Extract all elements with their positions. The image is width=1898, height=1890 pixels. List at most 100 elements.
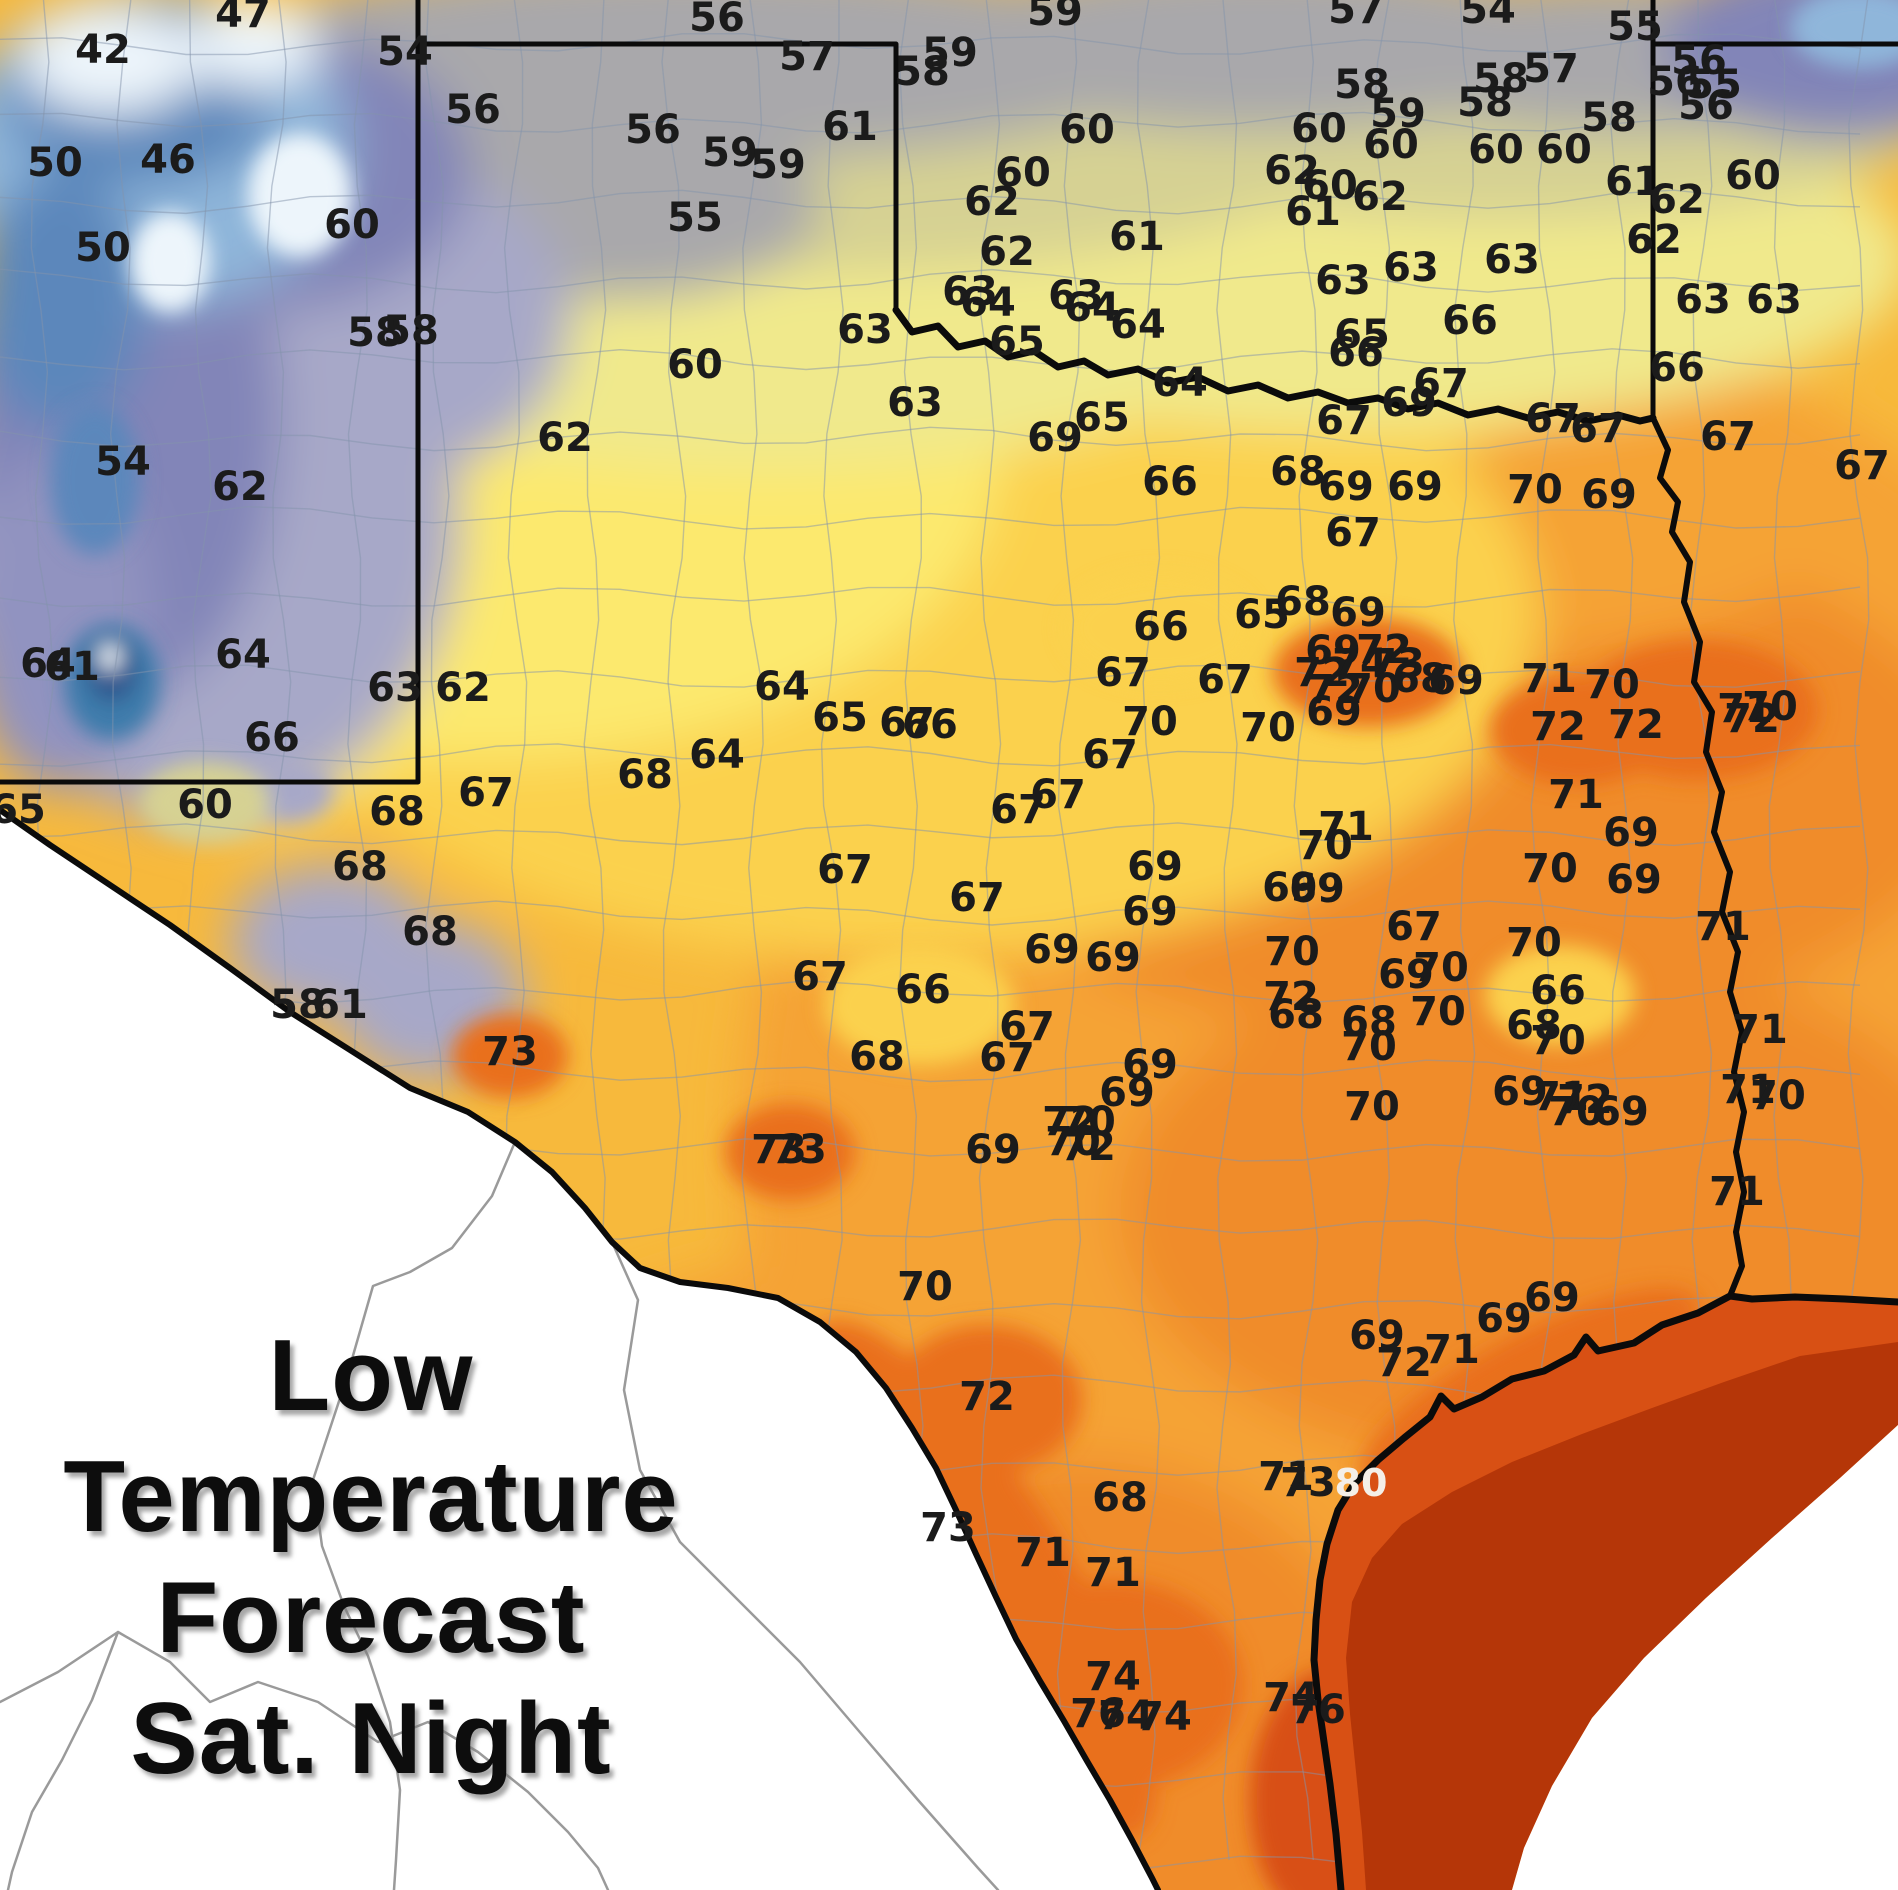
temp-label: 58 [1581, 95, 1637, 141]
temp-label: 69 [1387, 464, 1443, 510]
temp-label: 50 [75, 225, 131, 271]
temp-label: 56 [1647, 59, 1703, 105]
temp-label: 70 [1344, 1084, 1400, 1130]
temp-label: 65 [1234, 592, 1290, 638]
gulf-offshore-white [1512, 1425, 1898, 1890]
temp-label: 62 [1649, 177, 1705, 223]
temp-label: 47 [215, 0, 271, 37]
temp-label: 68 [1341, 999, 1397, 1045]
temp-label: 69 [965, 1127, 1021, 1173]
temp-label: 66 [244, 715, 300, 761]
temp-label: 67 [979, 1035, 1035, 1081]
temp-label: 62 [1264, 148, 1320, 194]
temp-label: 62 [979, 229, 1035, 275]
temp-label: 69 [1099, 1070, 1155, 1116]
temp-label: 69 [1289, 866, 1345, 912]
temp-label: 71 [1732, 1007, 1788, 1053]
temp-label: 71 [1548, 772, 1604, 818]
temp-label: 70 [1413, 945, 1469, 991]
temp-label: 60 [995, 150, 1051, 196]
mexico-state-line [6, 1630, 120, 1890]
temp-label: 67 [1386, 904, 1442, 950]
temp-label: 69 [1122, 889, 1178, 935]
temp-label: 68 [1275, 579, 1331, 625]
temp-label: 72 [1608, 702, 1664, 748]
temp-label: 73 [751, 1127, 807, 1173]
temp-label: 71 [1318, 804, 1374, 850]
temp-label: 55 [1686, 62, 1742, 108]
temp-label: 71 [1521, 656, 1577, 702]
temp-label: 58 [1334, 62, 1390, 108]
temp-label: 63 [1675, 277, 1731, 323]
temp-label: 70 [1410, 989, 1466, 1035]
temp-label: 67 [1316, 398, 1372, 444]
temp-label: 68 [1092, 1475, 1148, 1521]
temp-label: 62 [212, 464, 268, 510]
temp-label: 67 [1525, 396, 1581, 442]
temp-label: 72 [1356, 627, 1412, 673]
temp-label: 62 [435, 665, 491, 711]
temp-label: 70 [1742, 684, 1798, 730]
temp-label: 70 [1045, 1119, 1101, 1165]
temp-label: 72 [1307, 667, 1363, 713]
temp-label: 65 [0, 787, 46, 833]
temp-label: 57 [1523, 46, 1579, 92]
temp-label: 70 [1530, 1018, 1586, 1064]
temp-label: 64 [1152, 360, 1208, 406]
temp-label: 70 [1240, 705, 1296, 751]
temp-label: 61 [1109, 214, 1165, 260]
temp-label: 68 [617, 752, 673, 798]
temp-label: 66 [902, 702, 958, 748]
temp-label: 59 [750, 142, 806, 188]
temp-label: 70 [1522, 846, 1578, 892]
temp-label: 67 [1834, 443, 1890, 489]
temp-label: 71 [1695, 904, 1751, 950]
gulf-dark-band [1346, 1342, 1898, 1890]
temp-label: 63 [1315, 258, 1371, 304]
temp-label: 70 [1297, 823, 1353, 869]
red-river-border [892, 306, 1657, 425]
temp-label: 69 [1378, 952, 1434, 998]
temp-label: 73 [482, 1029, 538, 1075]
temp-label: 71 [1533, 1074, 1589, 1120]
temp-label: 62 [1626, 217, 1682, 263]
temp-label: 70 [1548, 1089, 1604, 1135]
temp-label: 69 [1127, 844, 1183, 890]
temp-label: 56 [625, 107, 681, 153]
temp-label: 60 [1468, 127, 1524, 173]
temp-label: 59 [1027, 0, 1083, 35]
gulf-water [1314, 1296, 1898, 1890]
temp-label: 72 [1294, 650, 1350, 696]
temp-label: 63 [837, 307, 893, 353]
temp-label: 65 [1334, 312, 1390, 358]
rio-grande-border [0, 807, 1161, 1890]
temp-label: 66 [1142, 459, 1198, 505]
temp-label: 70 [1584, 662, 1640, 708]
temp-label: 63 [1746, 277, 1802, 323]
temp-label: 67 [879, 700, 935, 746]
temp-label: 64 [754, 664, 810, 710]
temp-label: 68 [369, 789, 425, 835]
temp-label: 67 [1030, 772, 1086, 818]
temp-label: 67 [1700, 414, 1756, 460]
temp-label: 69 [1262, 865, 1318, 911]
temp-label: 60 [324, 202, 380, 248]
temp-label: 67 [1095, 650, 1151, 696]
temp-label: 69 [1492, 1069, 1548, 1115]
temp-label: 69 [1330, 590, 1386, 636]
temp-label: 60 [1363, 122, 1419, 168]
temp-label: 69 [1428, 658, 1484, 704]
temp-label: 58 [347, 310, 403, 356]
temp-label: 63 [1484, 237, 1540, 283]
temp-label: 70 [1122, 699, 1178, 745]
temp-label: 67 [458, 770, 514, 816]
temp-label: 63 [1048, 273, 1104, 319]
temp-label: 68 [402, 909, 458, 955]
temp-label: 69 [1603, 810, 1659, 856]
temp-label: 73 [1369, 641, 1425, 687]
temp-label: 54 [95, 439, 151, 485]
mexico-region [0, 810, 1158, 1890]
temp-label: 64 [960, 280, 1016, 326]
temp-label: 64 [689, 732, 745, 778]
temp-label: 66 [1328, 330, 1384, 376]
